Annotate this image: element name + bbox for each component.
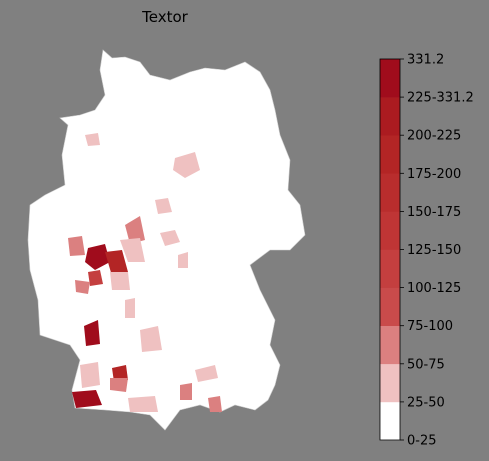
region (195, 365, 218, 382)
region (88, 270, 103, 286)
region (180, 383, 192, 400)
colorbar-label: 331.2 (407, 53, 444, 68)
region (173, 152, 200, 178)
region (160, 230, 180, 246)
region (68, 236, 85, 256)
colorbar-segment (380, 363, 400, 403)
colorbar-segment (380, 325, 400, 365)
colorbar-label: 175-200 (407, 167, 461, 182)
region (112, 365, 128, 382)
region (110, 272, 130, 290)
colorbar-label: 25-50 (407, 395, 445, 410)
colorbar-label: 50-75 (407, 357, 445, 372)
region (120, 238, 145, 262)
region (125, 216, 145, 244)
colorbar-segment (380, 135, 400, 174)
region (105, 250, 128, 276)
colorbar-segment (380, 287, 400, 326)
colorbar-segment (380, 97, 400, 136)
region (178, 252, 188, 268)
colorbar-label: 0-25 (407, 434, 437, 449)
region (84, 320, 100, 346)
colorbar-segment (380, 249, 400, 288)
colorbar-segment (380, 173, 400, 212)
region (125, 298, 135, 318)
colorbar-label: 200-225 (407, 129, 461, 144)
colorbar-label: 125-150 (407, 243, 461, 258)
region (110, 378, 128, 392)
region (140, 326, 162, 352)
colorbar-segment (380, 401, 400, 441)
colorbar-segment (380, 211, 400, 250)
region (128, 396, 158, 412)
colorbar: 0-25 25-50 50-75 75-100 100-125 125-150 150-17… (379, 53, 474, 449)
map-title: Textor (141, 8, 189, 26)
region (155, 198, 172, 214)
region (72, 390, 102, 408)
colorbar-label: 75-100 (407, 319, 453, 334)
colorbar-label: 150-175 (407, 205, 461, 220)
germany-map (27, 49, 306, 431)
region (208, 396, 222, 412)
region (80, 362, 100, 388)
colorbar-label: 100-125 (407, 281, 461, 296)
region (75, 280, 90, 294)
colorbar-segment (380, 59, 400, 98)
region (85, 244, 110, 270)
colorbar-label: 225-331.2 (407, 91, 474, 106)
region (85, 133, 100, 146)
